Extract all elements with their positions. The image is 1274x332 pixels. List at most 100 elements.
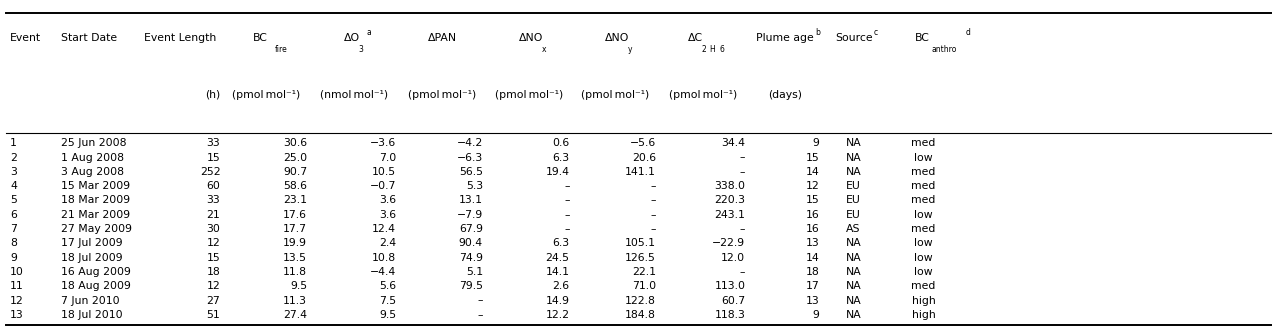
Text: 17: 17	[805, 281, 819, 291]
Text: 34.4: 34.4	[721, 138, 745, 148]
Text: low: low	[915, 267, 933, 277]
Text: 6: 6	[10, 210, 17, 220]
Text: 338.0: 338.0	[715, 181, 745, 191]
Text: 16: 16	[805, 210, 819, 220]
Text: 21: 21	[206, 210, 220, 220]
Text: −6.3: −6.3	[456, 153, 483, 163]
Text: 1 Aug 2008: 1 Aug 2008	[61, 153, 124, 163]
Text: 12.4: 12.4	[372, 224, 396, 234]
Text: d: d	[966, 28, 971, 37]
Text: 27 May 2009: 27 May 2009	[61, 224, 132, 234]
Text: –: –	[564, 210, 569, 220]
Text: 243.1: 243.1	[715, 210, 745, 220]
Text: EU: EU	[846, 210, 861, 220]
Text: 60: 60	[206, 181, 220, 191]
Text: 17.7: 17.7	[283, 224, 307, 234]
Text: ΔPAN: ΔPAN	[428, 33, 456, 43]
Text: 105.1: 105.1	[626, 238, 656, 248]
Text: 27.4: 27.4	[283, 310, 307, 320]
Text: 10: 10	[10, 267, 24, 277]
Text: low: low	[915, 153, 933, 163]
Text: b: b	[815, 28, 820, 37]
Text: 9: 9	[10, 253, 17, 263]
Text: 122.8: 122.8	[626, 295, 656, 305]
Text: med: med	[911, 224, 936, 234]
Text: 23.1: 23.1	[283, 196, 307, 206]
Text: 74.9: 74.9	[459, 253, 483, 263]
Text: 5.6: 5.6	[380, 281, 396, 291]
Text: 15: 15	[805, 153, 819, 163]
Text: 79.5: 79.5	[459, 281, 483, 291]
Text: 16: 16	[805, 224, 819, 234]
Text: 17.6: 17.6	[283, 210, 307, 220]
Text: 18: 18	[805, 267, 819, 277]
Text: −4.4: −4.4	[369, 267, 396, 277]
Text: ΔO: ΔO	[344, 33, 361, 43]
Text: –: –	[478, 295, 483, 305]
Text: −4.2: −4.2	[456, 138, 483, 148]
Text: −5.6: −5.6	[629, 138, 656, 148]
Text: 5.3: 5.3	[466, 181, 483, 191]
Text: 22.1: 22.1	[632, 267, 656, 277]
Text: NA: NA	[846, 253, 861, 263]
Text: 11.8: 11.8	[283, 267, 307, 277]
Text: 20.6: 20.6	[632, 153, 656, 163]
Text: 3 Aug 2008: 3 Aug 2008	[61, 167, 124, 177]
Text: Start Date: Start Date	[61, 33, 117, 43]
Text: 18 Jul 2009: 18 Jul 2009	[61, 253, 122, 263]
Text: 33: 33	[206, 138, 220, 148]
Text: 13: 13	[10, 310, 24, 320]
Text: 13.5: 13.5	[283, 253, 307, 263]
Text: high: high	[912, 295, 935, 305]
Text: 7.0: 7.0	[378, 153, 396, 163]
Text: –: –	[651, 196, 656, 206]
Text: EU: EU	[846, 181, 861, 191]
Text: NA: NA	[846, 138, 861, 148]
Text: –: –	[651, 224, 656, 234]
Text: 126.5: 126.5	[626, 253, 656, 263]
Text: –: –	[740, 167, 745, 177]
Text: 13.1: 13.1	[459, 196, 483, 206]
Text: 12: 12	[805, 181, 819, 191]
Text: 18 Jul 2010: 18 Jul 2010	[61, 310, 122, 320]
Text: 3.6: 3.6	[380, 196, 396, 206]
Text: 5: 5	[10, 196, 17, 206]
Text: 25.0: 25.0	[283, 153, 307, 163]
Text: 6: 6	[720, 45, 725, 54]
Text: 13: 13	[805, 295, 819, 305]
Text: 184.8: 184.8	[626, 310, 656, 320]
Text: 7: 7	[10, 224, 17, 234]
Text: H: H	[710, 45, 716, 54]
Text: (days): (days)	[768, 90, 801, 100]
Text: low: low	[915, 253, 933, 263]
Text: NA: NA	[846, 281, 861, 291]
Text: 56.5: 56.5	[459, 167, 483, 177]
Text: 19.4: 19.4	[545, 167, 569, 177]
Text: –: –	[740, 153, 745, 163]
Text: NA: NA	[846, 167, 861, 177]
Text: 27: 27	[206, 295, 220, 305]
Text: med: med	[911, 167, 936, 177]
Text: 14.9: 14.9	[545, 295, 569, 305]
Text: 5.1: 5.1	[466, 267, 483, 277]
Text: EU: EU	[846, 196, 861, 206]
Text: high: high	[912, 310, 935, 320]
Text: 6.3: 6.3	[553, 238, 569, 248]
Text: –: –	[740, 267, 745, 277]
Text: −0.7: −0.7	[369, 181, 396, 191]
Text: 90.4: 90.4	[459, 238, 483, 248]
Text: –: –	[564, 196, 569, 206]
Text: –: –	[651, 181, 656, 191]
Text: fire: fire	[275, 45, 288, 54]
Text: 2.6: 2.6	[553, 281, 569, 291]
Text: 7.5: 7.5	[380, 295, 396, 305]
Text: 21 Mar 2009: 21 Mar 2009	[61, 210, 130, 220]
Text: 30: 30	[206, 224, 220, 234]
Text: 220.3: 220.3	[715, 196, 745, 206]
Text: 3: 3	[10, 167, 17, 177]
Text: 2: 2	[702, 45, 707, 54]
Text: –: –	[564, 224, 569, 234]
Text: 9: 9	[813, 138, 819, 148]
Text: –: –	[564, 181, 569, 191]
Text: NA: NA	[846, 238, 861, 248]
